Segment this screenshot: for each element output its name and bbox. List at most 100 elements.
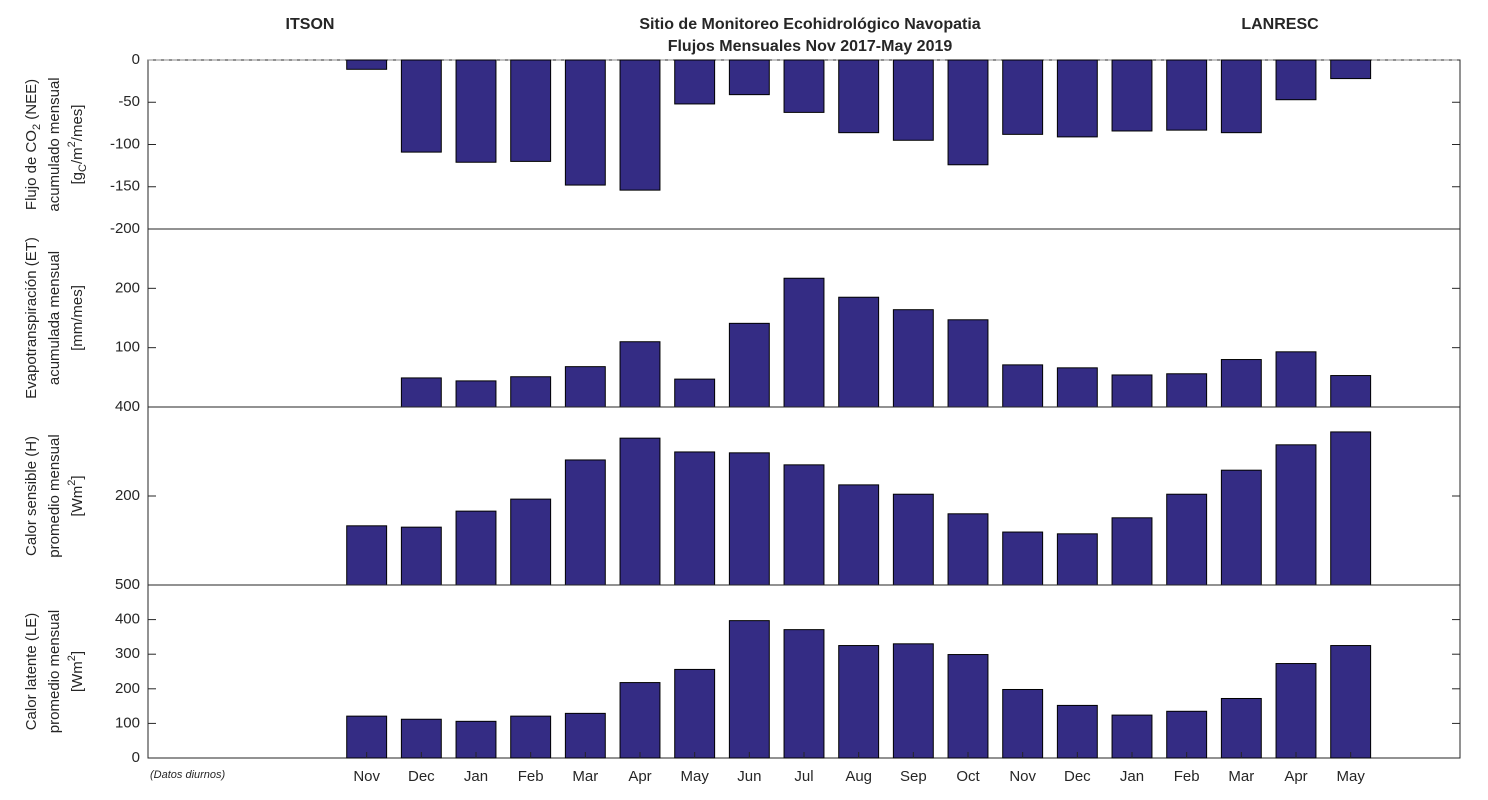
bar — [1056, 59, 1098, 138]
y-axis-label-part: Evapotranspiración (ET) — [23, 237, 40, 399]
x-tick-label: May — [680, 768, 709, 785]
x-tick-label: Mar — [1228, 768, 1254, 785]
y-axis-label: Calor latente (LE) — [23, 613, 40, 731]
bar — [1275, 59, 1317, 101]
bar — [783, 629, 825, 759]
bar — [838, 296, 880, 408]
annotation: (Datos diurnos) — [150, 769, 226, 781]
x-tick-label: Dec — [1064, 768, 1091, 785]
bar — [674, 668, 716, 759]
bar — [1330, 375, 1372, 408]
y-tick-label: -100 — [110, 135, 140, 152]
y-axis-label-part: ] — [69, 651, 86, 655]
bar — [728, 620, 770, 759]
bar — [510, 59, 552, 162]
y-axis-label-part: ] — [69, 475, 86, 479]
header-left: ITSON — [286, 16, 335, 33]
y-tick-label: 100 — [115, 339, 140, 356]
bar — [1275, 351, 1317, 408]
chart-subtitle: Flujos Mensuales Nov 2017-May 2019 — [668, 38, 953, 55]
bar — [564, 59, 606, 186]
x-tick-label: Nov — [1009, 768, 1036, 785]
bar — [1220, 697, 1262, 759]
bar — [455, 380, 497, 408]
header-right: LANRESC — [1241, 16, 1319, 33]
y-tick-label: 200 — [115, 487, 140, 504]
bar — [1166, 493, 1208, 586]
bar — [1056, 533, 1098, 586]
bar — [455, 720, 497, 759]
bar — [400, 377, 442, 408]
bar — [1002, 364, 1044, 408]
y-axis-label-part: C — [77, 164, 89, 172]
y-axis-label-part: /mes] — [69, 105, 86, 142]
bar — [400, 526, 442, 586]
y-tick-label: -50 — [118, 93, 140, 110]
y-axis-label-part: 2 — [66, 480, 78, 486]
y-axis-label: [gC/m2/mes] — [66, 105, 89, 185]
y-axis-label: promedio mensual — [46, 434, 63, 557]
y-axis-label: promedio mensual — [46, 610, 63, 733]
y-axis-label-part: [Wm — [69, 486, 86, 517]
bar — [1056, 367, 1098, 408]
x-tick-label: Feb — [518, 768, 544, 785]
bar — [400, 59, 442, 153]
bar — [1002, 59, 1044, 135]
bar — [1056, 704, 1098, 759]
y-tick-label: 0 — [132, 749, 140, 766]
y-axis-label: Calor sensible (H) — [23, 436, 40, 556]
y-axis-label: [mm/mes] — [69, 285, 86, 351]
bar — [1166, 710, 1208, 759]
y-tick-label: 300 — [115, 645, 140, 662]
y-axis-label-part: 2 — [66, 655, 78, 661]
x-tick-label: Apr — [628, 768, 651, 785]
bar — [728, 452, 770, 586]
bar — [947, 319, 989, 408]
x-tick-label: Jan — [464, 768, 488, 785]
y-axis-label: [Wm2] — [66, 651, 86, 692]
x-tick-label: May — [1336, 768, 1365, 785]
bar — [1330, 59, 1372, 80]
bar — [619, 682, 661, 759]
bar — [1220, 359, 1262, 408]
bar — [728, 322, 770, 408]
y-tick-label: 0 — [132, 51, 140, 68]
y-axis-label-part: [mm/mes] — [69, 285, 86, 351]
bar — [619, 59, 661, 191]
x-tick-label: Jul — [794, 768, 813, 785]
y-tick-label: 100 — [115, 714, 140, 731]
bar — [674, 451, 716, 586]
y-axis-label-part: 2 — [31, 124, 43, 130]
x-tick-label: Aug — [845, 768, 872, 785]
bar — [674, 378, 716, 408]
x-tick-label: Jun — [737, 768, 761, 785]
chart-title: Sitio de Monitoreo Ecohidrológico Navopa… — [639, 16, 980, 33]
y-tick-label: 200 — [115, 680, 140, 697]
y-tick-label: 400 — [115, 398, 140, 415]
x-tick-label: Nov — [353, 768, 380, 785]
y-axis-label: Flujo de CO2 (NEE) — [23, 79, 43, 210]
x-tick-label: Apr — [1284, 768, 1307, 785]
y-axis-label-part: promedio mensual — [46, 434, 63, 557]
y-tick-label: 400 — [115, 611, 140, 628]
bar — [564, 459, 606, 586]
bar — [1166, 373, 1208, 408]
x-tick-label: Jan — [1120, 768, 1144, 785]
y-axis-label-part: [Wm — [69, 661, 86, 692]
bar — [1111, 517, 1153, 586]
x-tick-label: Oct — [956, 768, 980, 785]
bar — [838, 59, 880, 134]
bar — [1275, 444, 1317, 586]
y-tick-label: -200 — [110, 220, 140, 237]
y-axis-label-part: promedio mensual — [46, 610, 63, 733]
y-axis-label-part: Calor latente (LE) — [23, 613, 40, 731]
bar — [1330, 645, 1372, 759]
y-axis-label-part: Calor sensible (H) — [23, 436, 40, 556]
y-tick-label: 500 — [115, 576, 140, 593]
bar — [510, 498, 552, 586]
bar — [892, 643, 934, 759]
bar — [346, 525, 388, 586]
bar — [400, 718, 442, 759]
bar — [947, 654, 989, 759]
